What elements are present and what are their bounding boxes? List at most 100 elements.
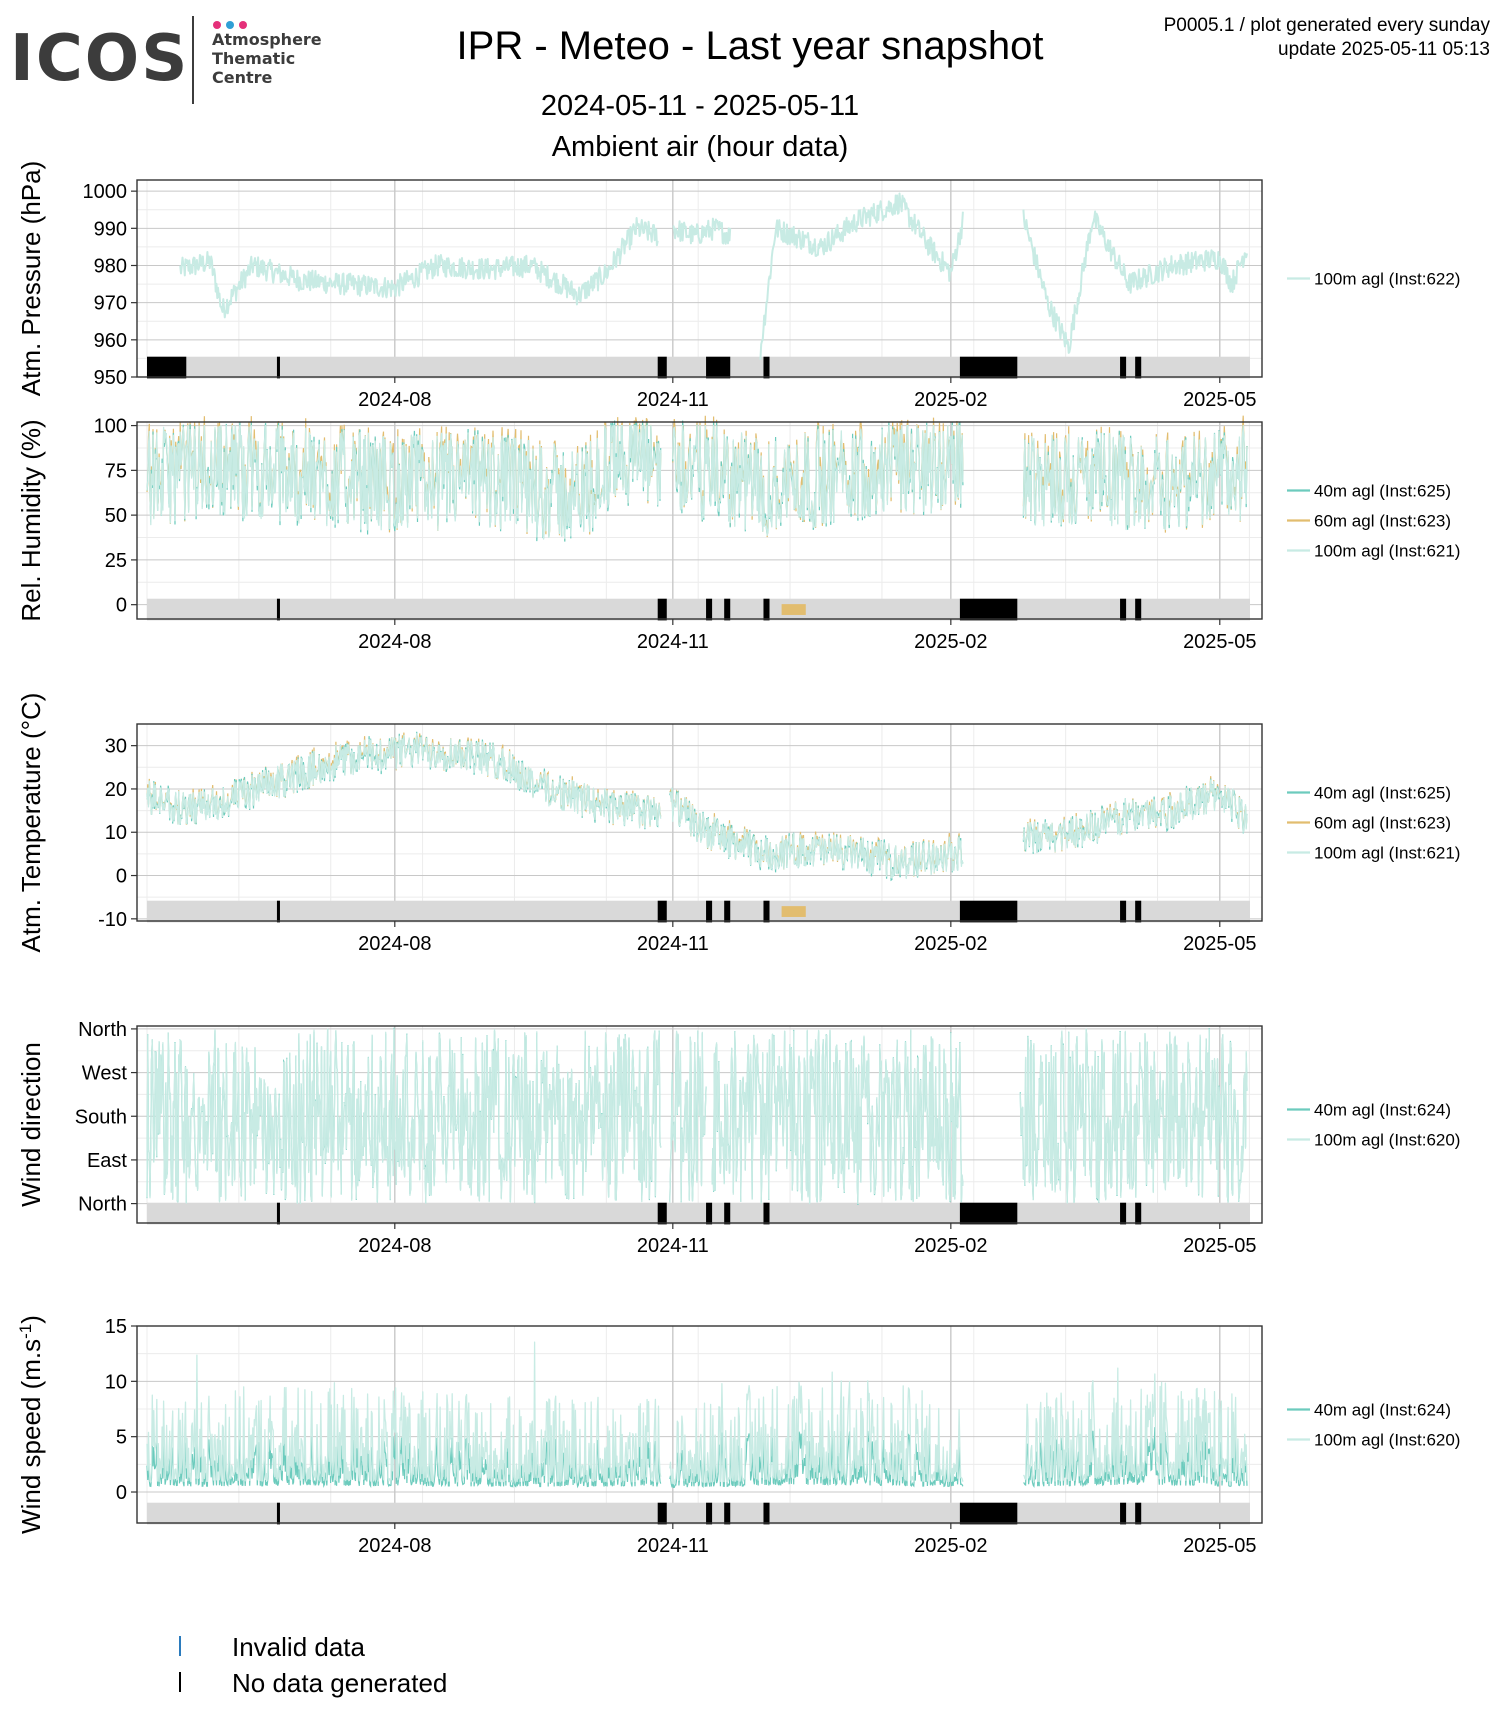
no-data-mark	[959, 900, 1018, 923]
no-data-mark	[1135, 900, 1142, 923]
x-tick-label: 2024-08	[358, 631, 431, 653]
y-tick-label: North	[78, 1019, 127, 1041]
logo-dot	[213, 21, 221, 29]
no-data-mark	[959, 356, 1018, 379]
legend-label: 100m agl (Inst:620)	[1314, 1431, 1460, 1450]
series-line-100m	[146, 1341, 662, 1483]
x-tick-label: 2024-08	[358, 1535, 431, 1557]
y-tick-label: 25	[105, 550, 127, 572]
y-tick-label: 20	[105, 779, 127, 801]
legend-label: 100m agl (Inst:621)	[1314, 542, 1460, 561]
no-data-mark	[706, 1202, 713, 1225]
no-data-mark	[763, 598, 770, 621]
plot-frame	[136, 1325, 1263, 1524]
logo-line-3: Centre	[212, 68, 273, 87]
y-tick-label: 950	[94, 367, 127, 389]
x-tick-label: 2025-02	[914, 1535, 987, 1557]
invalid-data-label: Invalid data	[232, 1632, 365, 1662]
series-line-100m	[711, 1029, 964, 1205]
series-line-100m	[1022, 779, 1248, 854]
series-line-100m	[146, 732, 662, 829]
no-data-mark	[724, 1202, 731, 1225]
y-axis-label: Wind direction	[16, 1042, 46, 1207]
invalid-data-mark	[179, 1636, 181, 1656]
x-tick-label: 2025-02	[914, 933, 987, 955]
no-data-mark	[276, 356, 280, 379]
no-data-mark	[959, 598, 1018, 621]
no-data-mark	[706, 1502, 713, 1525]
logo-dots	[213, 16, 252, 29]
x-tick-label: 2025-05	[1183, 933, 1256, 955]
x-tick-label: 2025-05	[1183, 1235, 1256, 1257]
no-data-mark	[724, 598, 731, 621]
y-tick-label: 960	[94, 330, 127, 352]
legend-label: 60m agl (Inst:623)	[1314, 512, 1451, 531]
no-data-mark	[1135, 356, 1142, 379]
plot-frame	[136, 179, 1263, 378]
no-data-mark	[1120, 1502, 1127, 1525]
x-tick-label: 2024-11	[637, 389, 709, 411]
y-tick-label: 0	[116, 595, 127, 617]
x-tick-label: 2025-02	[914, 1235, 987, 1257]
x-tick-label: 2024-11	[637, 933, 709, 955]
series-line-100m	[146, 424, 662, 540]
status-band	[147, 1502, 1250, 1525]
y-axis-label-superscript: -1	[16, 1324, 35, 1339]
no-data-mark	[657, 900, 667, 923]
no-data-label: No data generated	[232, 1668, 448, 1698]
y-tick-label: 30	[105, 736, 127, 758]
y-tick-label: 0	[116, 1482, 127, 1504]
no-data-mark	[706, 356, 731, 379]
no-data-mark	[706, 900, 713, 923]
icos-logo: ICOS Atmosphere Thematic Centre	[10, 14, 330, 106]
invalid-data-mark	[781, 906, 806, 917]
series-line-100m	[1022, 1367, 1248, 1483]
status-band	[147, 598, 1250, 621]
plot-frame	[136, 421, 1263, 620]
y-tick-label: 990	[94, 218, 127, 240]
y-tick-label: 1000	[83, 181, 128, 203]
no-data-mark	[1135, 1202, 1142, 1225]
series-line-100m	[146, 1028, 662, 1205]
logo-subtext: Atmosphere Thematic Centre	[212, 30, 322, 87]
x-tick-label: 2025-05	[1183, 631, 1256, 653]
x-tick-label: 2025-02	[914, 389, 987, 411]
plot-frame	[136, 723, 1263, 922]
y-tick-label: 10	[105, 1371, 127, 1393]
y-tick-label: 5	[116, 1427, 127, 1449]
y-tick-label: West	[82, 1063, 128, 1085]
legend-label: 100m agl (Inst:622)	[1314, 270, 1460, 289]
y-tick-label: 75	[105, 460, 127, 482]
y-tick-label: 50	[105, 505, 127, 527]
x-tick-label: 2024-11	[637, 631, 709, 653]
series-line-100m	[672, 424, 964, 537]
no-data-mark	[763, 900, 770, 923]
panel-wind_speed: 0 5 10 15 2024-08 2024-11 2025-02 2025-05 Wind s…	[16, 1315, 1461, 1557]
no-data-mark	[1135, 1502, 1142, 1525]
series-line-100m	[1022, 209, 1248, 354]
y-tick-label: 0	[116, 866, 127, 888]
series-line-100m	[669, 1030, 707, 1203]
x-tick-label: 2024-08	[358, 933, 431, 955]
no-data-mark	[959, 1202, 1018, 1225]
meta-generation-note: P0005.1 / plot generated every sunday	[1163, 15, 1490, 36]
status-band	[147, 356, 1250, 379]
legend-label: 40m agl (Inst:624)	[1314, 1101, 1451, 1120]
series-line-100m	[672, 217, 732, 245]
no-data-mark	[1120, 598, 1127, 621]
legend-label: 100m agl (Inst:621)	[1314, 844, 1460, 863]
panel-pressure: 950 960 970 980 990 1000 2024-08 2024-11 2025-02…	[16, 161, 1460, 411]
no-data-mark	[657, 356, 667, 379]
no-data-mark	[763, 1202, 770, 1225]
series-line-100m	[669, 1371, 964, 1485]
legend-label: 40m agl (Inst:624)	[1314, 1401, 1451, 1420]
y-tick-label: 100	[94, 416, 127, 438]
no-data-mark	[1120, 900, 1127, 923]
series-line-100m	[669, 787, 964, 880]
no-data-mark	[724, 1502, 731, 1525]
plot-meta: P0005.1 / plot generated every sunday up…	[1164, 14, 1490, 62]
x-tick-label: 2024-08	[358, 1235, 431, 1257]
no-data-mark	[959, 1502, 1018, 1525]
chart-subtitle: Ambient air (hour data)	[551, 131, 849, 163]
